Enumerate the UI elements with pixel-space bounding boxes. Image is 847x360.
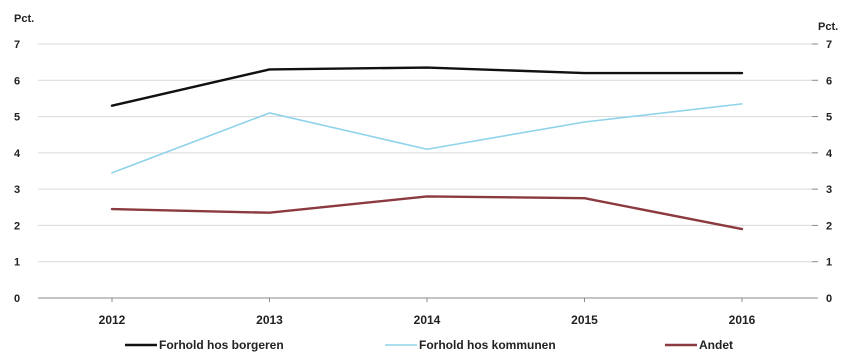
series-line-2 bbox=[111, 103, 743, 174]
y-tick-label-right: 0 bbox=[826, 293, 832, 305]
x-tick-label: 2013 bbox=[256, 313, 283, 327]
y-tick-label-left: 5 bbox=[14, 112, 20, 124]
gridlines bbox=[38, 43, 812, 263]
x-tick-label: 2016 bbox=[729, 313, 756, 327]
y-tick-label-right: 2 bbox=[826, 220, 832, 232]
y-tick-label-left: 4 bbox=[14, 148, 21, 160]
right-y-ticks: 0 1 2 3 4 5 6 7 bbox=[812, 39, 833, 305]
y-tick-label-right: 1 bbox=[826, 257, 832, 269]
left-axis-unit: Pct. bbox=[14, 13, 34, 25]
y-tick-label-left: 3 bbox=[14, 184, 20, 196]
y-tick-label-left: 7 bbox=[14, 39, 20, 51]
y-tick-label-right: 4 bbox=[826, 148, 833, 160]
series-lines bbox=[110, 66, 744, 231]
y-tick-label-right: 5 bbox=[826, 112, 832, 124]
y-tick-label-right: 7 bbox=[826, 39, 832, 51]
y-tick-label-left: 0 bbox=[14, 293, 20, 305]
left-y-ticks: 0 1 2 3 4 5 6 7 bbox=[14, 39, 21, 305]
axes bbox=[38, 297, 812, 302]
legend-label-1: Forhold hos borgeren bbox=[159, 338, 284, 352]
y-tick-label-right: 3 bbox=[826, 184, 832, 196]
series-line-3 bbox=[110, 195, 744, 231]
y-tick-label-right: 6 bbox=[826, 75, 832, 87]
x-tick-label: 2014 bbox=[414, 313, 441, 327]
x-ticks: 2012 2013 2014 2015 2016 bbox=[99, 313, 756, 327]
legend-label-3: Andet bbox=[699, 338, 733, 352]
y-tick-label-left: 2 bbox=[14, 220, 20, 232]
y-tick-label-left: 6 bbox=[14, 75, 20, 87]
x-tick-label: 2015 bbox=[571, 313, 598, 327]
series-line-1 bbox=[110, 66, 744, 107]
legend: Forhold hos borgeren Forhold hos kommunen… bbox=[125, 338, 733, 352]
y-tick-label-left: 1 bbox=[14, 257, 20, 269]
right-axis-unit: Pct. bbox=[818, 21, 838, 33]
x-tick-label: 2012 bbox=[99, 313, 126, 327]
legend-label-2: Forhold hos kommunen bbox=[419, 338, 556, 352]
